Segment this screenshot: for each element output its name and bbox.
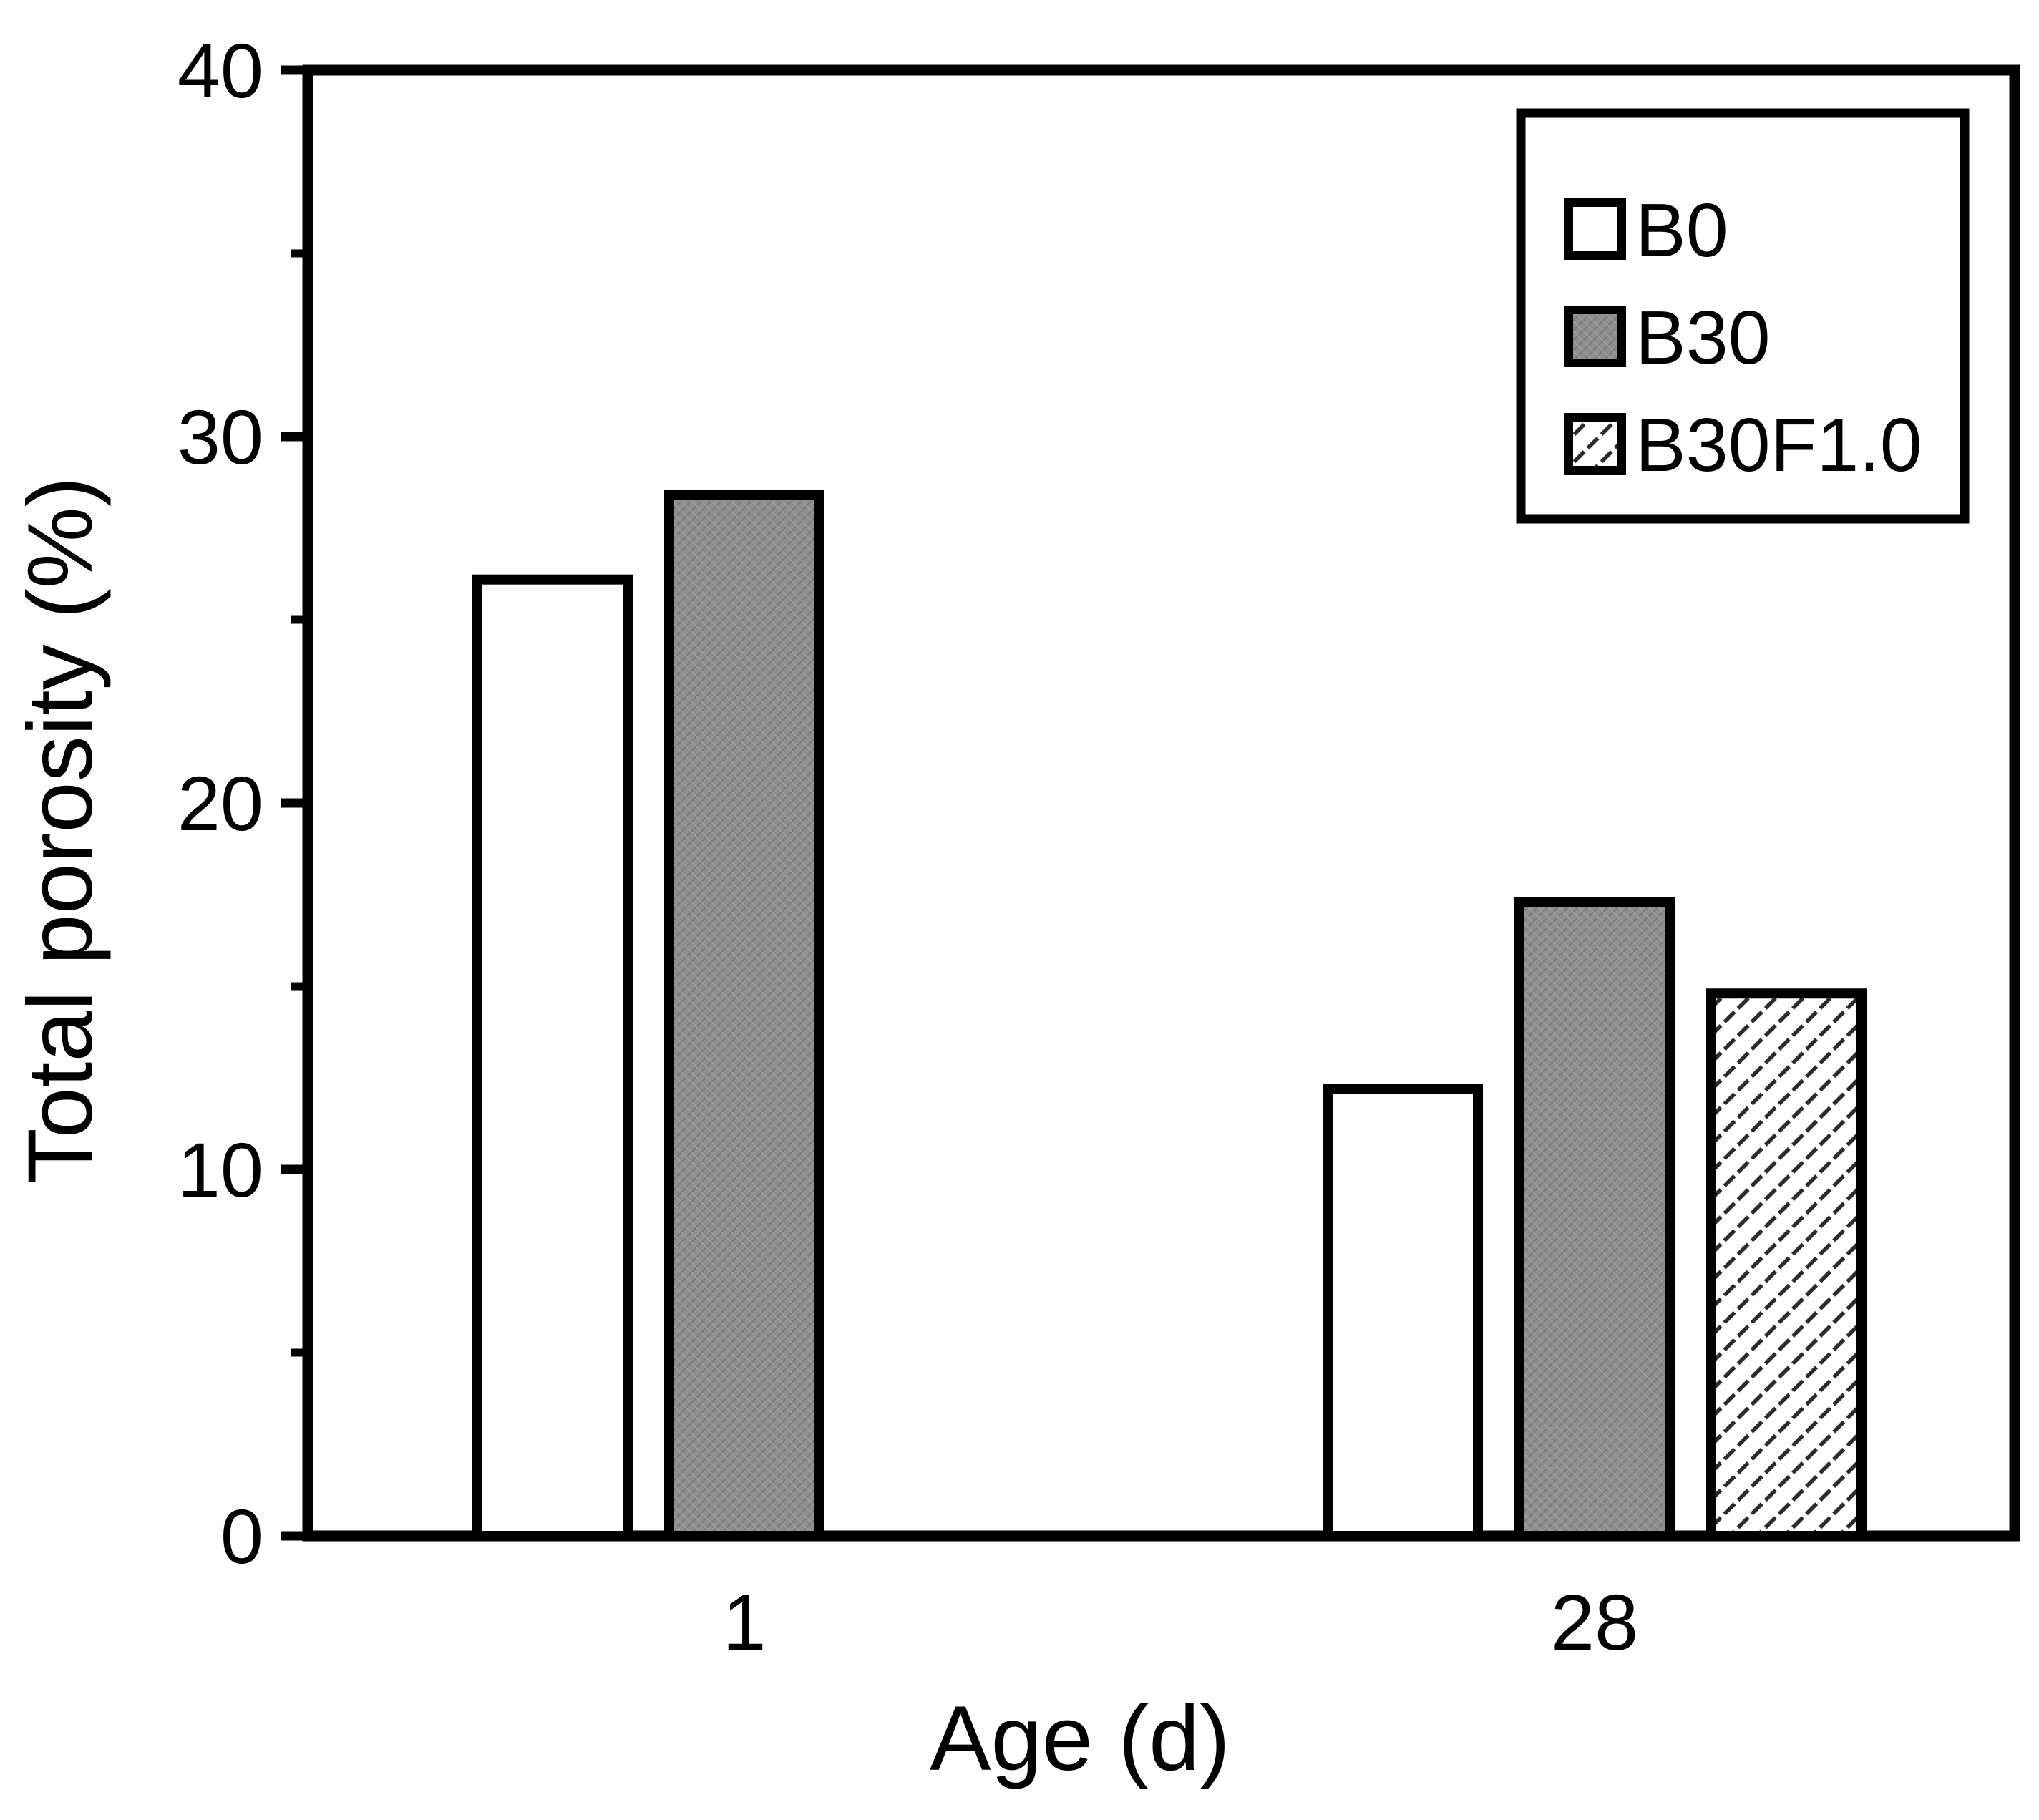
- bar-b0-age-28: [1323, 1084, 1483, 1541]
- y-axis-ticks: 0 10 20 30 40: [177, 27, 308, 1580]
- bars-group: [472, 490, 1867, 1541]
- bar-b0-age-1: [472, 574, 633, 1541]
- bar-b30f1-0-age-28: [1706, 988, 1867, 1541]
- x-category-label-1: 1: [722, 1579, 766, 1667]
- bar-b30-age-28: [1514, 897, 1675, 1541]
- x-category-label-28: 28: [1551, 1579, 1638, 1667]
- legend-swatch-b30-icon: [1564, 306, 1626, 367]
- legend: B0 B30 B30F1.0: [1516, 108, 1970, 524]
- legend-label-b30: B30: [1635, 296, 1771, 380]
- legend-swatch-b30f1-0-icon: [1564, 413, 1626, 475]
- y-tick-label-10: 10: [177, 1126, 263, 1213]
- y-tick-label-30: 30: [177, 394, 263, 480]
- legend-swatch-b0-icon: [1564, 198, 1626, 260]
- legend-label-b30f1-0: B30F1.0: [1635, 403, 1922, 487]
- legend-label-b0: B0: [1635, 188, 1728, 273]
- y-tick-label-20: 20: [177, 760, 263, 847]
- y-axis-title: Total porosity (%): [9, 477, 112, 1184]
- bar-b30-age-1: [664, 490, 824, 1541]
- x-axis-category-labels: 1 28: [722, 1579, 1638, 1667]
- y-tick-label-40: 40: [177, 27, 263, 114]
- legend-rows: B0 B30 B30F1.0: [1564, 188, 1922, 487]
- x-axis-title: Age (d): [930, 1688, 1230, 1790]
- y-tick-label-0: 0: [220, 1493, 263, 1580]
